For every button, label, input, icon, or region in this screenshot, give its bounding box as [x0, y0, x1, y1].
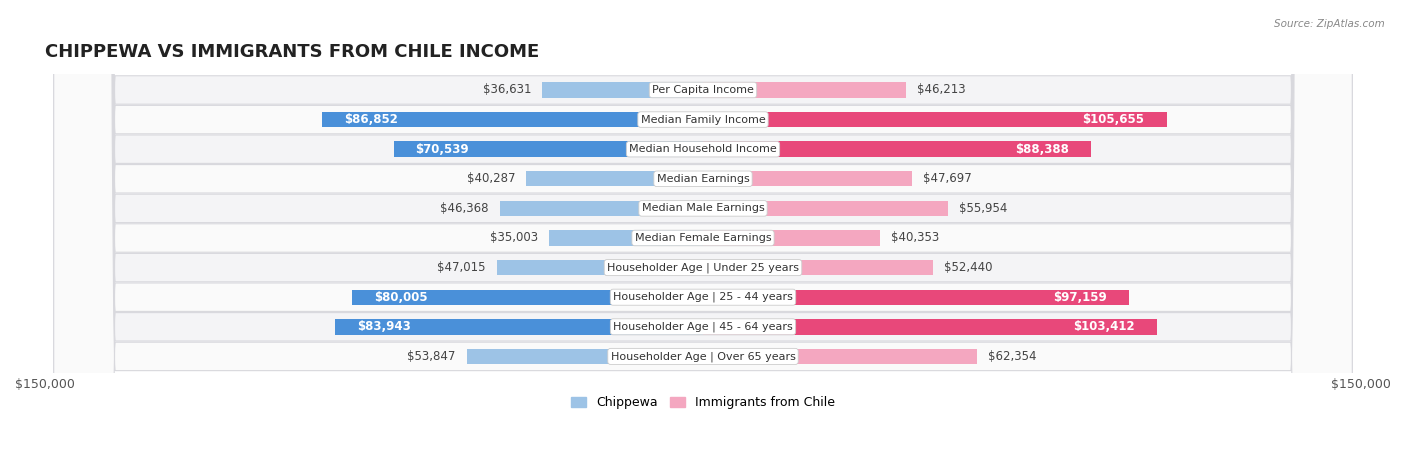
Bar — [703, 112, 1167, 127]
Text: $62,354: $62,354 — [987, 350, 1036, 363]
Bar — [550, 230, 703, 246]
Text: Householder Age | 25 - 44 years: Householder Age | 25 - 44 years — [613, 292, 793, 303]
Bar — [703, 201, 949, 216]
Text: $46,213: $46,213 — [917, 84, 966, 97]
Text: $80,005: $80,005 — [374, 290, 427, 304]
Text: $53,847: $53,847 — [408, 350, 456, 363]
Text: Householder Age | Over 65 years: Householder Age | Over 65 years — [610, 351, 796, 361]
Text: Median Earnings: Median Earnings — [657, 174, 749, 184]
Bar — [703, 349, 977, 364]
Text: $88,388: $88,388 — [1015, 143, 1069, 156]
Bar — [703, 230, 880, 246]
Text: $70,539: $70,539 — [416, 143, 470, 156]
Text: $40,287: $40,287 — [467, 172, 515, 185]
Bar — [335, 319, 703, 334]
Bar — [496, 260, 703, 275]
Text: Per Capita Income: Per Capita Income — [652, 85, 754, 95]
Text: $40,353: $40,353 — [891, 232, 939, 245]
Bar — [703, 142, 1091, 157]
Text: $52,440: $52,440 — [943, 261, 993, 274]
FancyBboxPatch shape — [53, 0, 1353, 467]
Text: $47,015: $47,015 — [437, 261, 486, 274]
Bar — [526, 171, 703, 186]
FancyBboxPatch shape — [53, 0, 1353, 467]
FancyBboxPatch shape — [53, 0, 1353, 467]
Bar — [543, 82, 703, 98]
FancyBboxPatch shape — [53, 0, 1353, 467]
Text: $103,412: $103,412 — [1073, 320, 1135, 333]
Text: Median Household Income: Median Household Income — [628, 144, 778, 154]
Bar — [467, 349, 703, 364]
FancyBboxPatch shape — [53, 0, 1353, 467]
Text: $83,943: $83,943 — [357, 320, 411, 333]
Bar — [703, 319, 1157, 334]
Text: $105,655: $105,655 — [1083, 113, 1144, 126]
Text: Median Male Earnings: Median Male Earnings — [641, 204, 765, 213]
Text: $86,852: $86,852 — [344, 113, 398, 126]
Bar — [703, 290, 1129, 305]
FancyBboxPatch shape — [53, 0, 1353, 467]
Text: $97,159: $97,159 — [1053, 290, 1108, 304]
Text: $47,697: $47,697 — [924, 172, 972, 185]
Bar — [322, 112, 703, 127]
Text: $35,003: $35,003 — [491, 232, 538, 245]
Text: Source: ZipAtlas.com: Source: ZipAtlas.com — [1274, 19, 1385, 28]
Text: Householder Age | Under 25 years: Householder Age | Under 25 years — [607, 262, 799, 273]
Text: $36,631: $36,631 — [482, 84, 531, 97]
FancyBboxPatch shape — [53, 0, 1353, 467]
Text: Householder Age | 45 - 64 years: Householder Age | 45 - 64 years — [613, 322, 793, 332]
FancyBboxPatch shape — [53, 0, 1353, 467]
Bar — [703, 260, 934, 275]
FancyBboxPatch shape — [53, 0, 1353, 467]
Text: Median Family Income: Median Family Income — [641, 114, 765, 125]
Bar — [703, 82, 905, 98]
Text: $46,368: $46,368 — [440, 202, 489, 215]
Bar — [352, 290, 703, 305]
Text: Median Female Earnings: Median Female Earnings — [634, 233, 772, 243]
Bar — [703, 171, 912, 186]
FancyBboxPatch shape — [53, 0, 1353, 467]
Text: CHIPPEWA VS IMMIGRANTS FROM CHILE INCOME: CHIPPEWA VS IMMIGRANTS FROM CHILE INCOME — [45, 43, 538, 61]
Bar — [394, 142, 703, 157]
Legend: Chippewa, Immigrants from Chile: Chippewa, Immigrants from Chile — [567, 391, 839, 414]
Bar — [499, 201, 703, 216]
Text: $55,954: $55,954 — [959, 202, 1008, 215]
